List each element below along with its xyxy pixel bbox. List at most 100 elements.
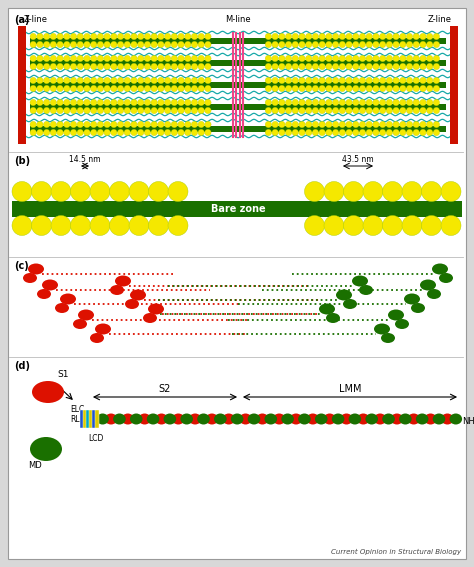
Circle shape [380, 129, 386, 136]
Circle shape [84, 129, 90, 136]
Circle shape [292, 85, 299, 92]
Circle shape [144, 129, 151, 136]
Text: ELC: ELC [70, 405, 84, 414]
Circle shape [158, 64, 164, 70]
Circle shape [184, 129, 191, 136]
Circle shape [50, 99, 56, 105]
Text: LMM: LMM [339, 384, 361, 394]
Ellipse shape [28, 264, 44, 274]
Circle shape [64, 99, 70, 105]
Circle shape [171, 129, 178, 136]
Circle shape [400, 121, 406, 128]
Circle shape [380, 99, 386, 105]
Circle shape [205, 107, 211, 114]
Circle shape [292, 64, 299, 70]
Circle shape [380, 41, 386, 48]
Circle shape [319, 107, 325, 114]
Ellipse shape [248, 413, 260, 425]
Ellipse shape [382, 413, 395, 425]
Ellipse shape [130, 290, 146, 301]
Circle shape [366, 77, 373, 84]
Circle shape [158, 129, 164, 136]
Circle shape [332, 85, 339, 92]
Circle shape [64, 64, 70, 70]
Circle shape [109, 215, 129, 235]
Circle shape [184, 85, 191, 92]
Circle shape [324, 181, 344, 201]
Circle shape [77, 56, 83, 62]
Circle shape [332, 129, 339, 136]
Circle shape [44, 33, 50, 40]
Circle shape [292, 121, 299, 128]
Ellipse shape [391, 413, 403, 425]
Ellipse shape [399, 413, 411, 425]
Circle shape [319, 41, 325, 48]
Ellipse shape [189, 413, 201, 425]
Circle shape [50, 41, 56, 48]
Circle shape [406, 77, 413, 84]
Circle shape [339, 129, 346, 136]
Circle shape [427, 77, 433, 84]
Circle shape [285, 129, 292, 136]
Circle shape [70, 129, 77, 136]
Circle shape [326, 129, 332, 136]
Circle shape [124, 121, 130, 128]
Text: S1: S1 [57, 370, 69, 379]
Circle shape [131, 77, 137, 84]
Circle shape [30, 77, 36, 84]
Circle shape [359, 33, 365, 40]
Circle shape [332, 41, 339, 48]
Bar [95, 410, 99, 428]
Circle shape [366, 33, 373, 40]
Circle shape [279, 56, 285, 62]
Ellipse shape [388, 310, 404, 320]
Circle shape [373, 107, 379, 114]
Circle shape [198, 41, 204, 48]
Circle shape [400, 77, 406, 84]
Ellipse shape [416, 413, 428, 425]
Circle shape [70, 121, 77, 128]
Circle shape [420, 33, 426, 40]
Circle shape [168, 215, 188, 235]
Circle shape [198, 129, 204, 136]
Circle shape [36, 33, 43, 40]
Circle shape [366, 64, 373, 70]
Circle shape [393, 56, 399, 62]
Circle shape [346, 129, 352, 136]
Circle shape [77, 41, 83, 48]
Circle shape [97, 129, 104, 136]
Circle shape [421, 215, 441, 235]
Circle shape [97, 56, 104, 62]
Circle shape [57, 33, 64, 40]
Circle shape [30, 99, 36, 105]
Circle shape [265, 107, 272, 114]
Circle shape [110, 107, 117, 114]
Circle shape [306, 121, 312, 128]
Circle shape [427, 64, 433, 70]
Circle shape [191, 121, 198, 128]
Circle shape [344, 215, 364, 235]
Circle shape [164, 121, 171, 128]
Circle shape [44, 56, 50, 62]
Circle shape [326, 77, 332, 84]
Bar [30, 125, 446, 132]
Ellipse shape [138, 413, 151, 425]
Circle shape [279, 64, 285, 70]
Circle shape [346, 85, 352, 92]
Circle shape [353, 85, 359, 92]
Ellipse shape [121, 413, 134, 425]
Circle shape [171, 41, 178, 48]
Circle shape [110, 99, 117, 105]
Circle shape [285, 85, 292, 92]
Circle shape [346, 107, 352, 114]
Circle shape [400, 56, 406, 62]
Circle shape [299, 129, 305, 136]
Circle shape [373, 33, 379, 40]
Circle shape [97, 77, 104, 84]
Ellipse shape [95, 324, 111, 335]
Circle shape [319, 77, 325, 84]
Circle shape [77, 99, 83, 105]
Circle shape [272, 85, 278, 92]
Circle shape [144, 64, 151, 70]
Circle shape [306, 41, 312, 48]
